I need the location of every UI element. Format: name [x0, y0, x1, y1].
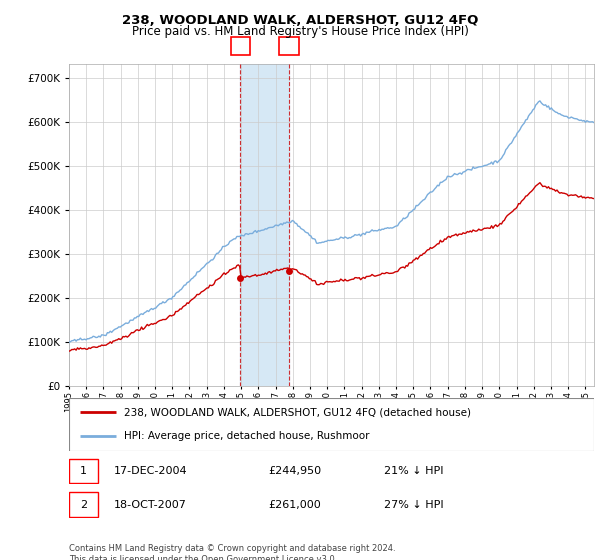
Text: 238, WOODLAND WALK, ALDERSHOT, GU12 4FQ (detached house): 238, WOODLAND WALK, ALDERSHOT, GU12 4FQ … — [124, 408, 471, 418]
Text: 1: 1 — [237, 41, 244, 51]
FancyBboxPatch shape — [69, 459, 98, 483]
Text: 2: 2 — [286, 41, 293, 51]
Text: HPI: Average price, detached house, Rushmoor: HPI: Average price, detached house, Rush… — [124, 431, 370, 441]
Text: 17-DEC-2004: 17-DEC-2004 — [113, 466, 187, 476]
FancyBboxPatch shape — [231, 37, 250, 55]
FancyBboxPatch shape — [69, 492, 98, 517]
Text: 1: 1 — [80, 466, 87, 476]
Text: 238, WOODLAND WALK, ALDERSHOT, GU12 4FQ: 238, WOODLAND WALK, ALDERSHOT, GU12 4FQ — [122, 14, 478, 27]
Text: Contains HM Land Registry data © Crown copyright and database right 2024.
This d: Contains HM Land Registry data © Crown c… — [69, 544, 395, 560]
Text: 18-OCT-2007: 18-OCT-2007 — [113, 500, 187, 510]
Text: 21% ↓ HPI: 21% ↓ HPI — [384, 466, 443, 476]
Text: 2: 2 — [80, 500, 87, 510]
FancyBboxPatch shape — [69, 398, 594, 451]
Bar — [241, 64, 289, 386]
Text: £261,000: £261,000 — [269, 500, 321, 510]
FancyBboxPatch shape — [280, 37, 299, 55]
Text: Price paid vs. HM Land Registry's House Price Index (HPI): Price paid vs. HM Land Registry's House … — [131, 25, 469, 38]
Text: 27% ↓ HPI: 27% ↓ HPI — [384, 500, 443, 510]
Text: £244,950: £244,950 — [269, 466, 322, 476]
